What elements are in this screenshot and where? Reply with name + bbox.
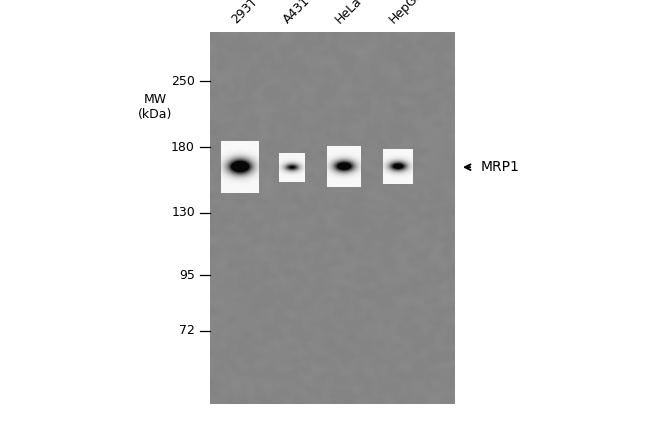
Text: 180: 180 bbox=[171, 141, 195, 154]
Text: 72: 72 bbox=[179, 325, 195, 338]
Text: 130: 130 bbox=[171, 206, 195, 219]
Bar bbox=[210, 32, 455, 404]
Text: 250: 250 bbox=[171, 75, 195, 88]
Text: 95: 95 bbox=[179, 269, 195, 282]
Text: MRP1: MRP1 bbox=[481, 160, 520, 174]
Text: 293T: 293T bbox=[229, 0, 260, 26]
Text: HepG2: HepG2 bbox=[387, 0, 426, 26]
Text: MW
(kDa): MW (kDa) bbox=[138, 93, 172, 121]
Text: A431: A431 bbox=[281, 0, 313, 26]
Text: HeLa: HeLa bbox=[333, 0, 365, 26]
